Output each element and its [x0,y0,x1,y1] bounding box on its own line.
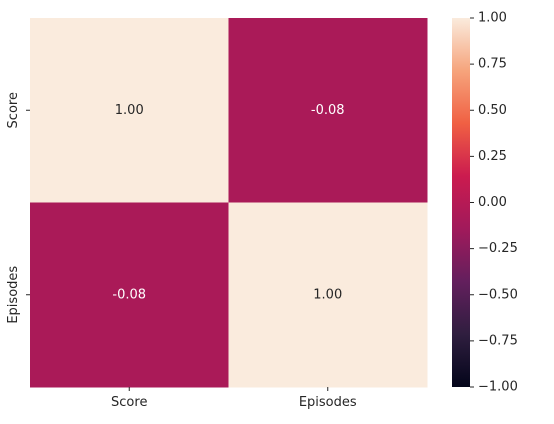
cell-label-1-0: -0.08 [112,287,146,302]
colorbar: 1.00 0.75 0.50 0.25 0.00 −0.25 −0.50 −0.75 −1.00 [452,11,518,395]
cell-label-1-1: 1.00 [313,287,342,302]
heatmap-cell-0-0 [30,18,229,203]
x-tick-label: Episodes [299,395,357,410]
y-tick-label: Score [6,92,21,128]
x-axis-ticks: Score Episodes [111,387,357,410]
heatmap-cell-0-1 [228,18,428,203]
y-tick-label: Episodes [6,266,21,324]
cell-label-0-0: 1.00 [115,103,144,118]
heatmap-cell-1-0 [30,202,229,388]
y-axis-ticks: Score Episodes [6,92,30,324]
heatmap-cell-1-1 [228,202,428,388]
colorbar-tick-label: 1.00 [478,11,507,26]
colorbar-tick-label: −0.25 [478,241,518,256]
heatmap-cells: 1.00 -0.08 -0.08 1.00 [30,18,428,388]
colorbar-tick-label: 0.25 [478,149,507,164]
colorbar-tick-label: −0.75 [478,333,518,348]
colorbar-tick-label: 0.50 [478,103,507,118]
colorbar-tick-label: −1.00 [478,380,518,395]
colorbar-gradient [452,18,470,387]
colorbar-tick-label: −0.50 [478,287,518,302]
cell-label-0-1: -0.08 [311,103,345,118]
colorbar-tick-label: 0.00 [478,195,507,210]
colorbar-tick-label: 0.75 [478,57,507,72]
x-tick-label: Score [111,395,147,410]
